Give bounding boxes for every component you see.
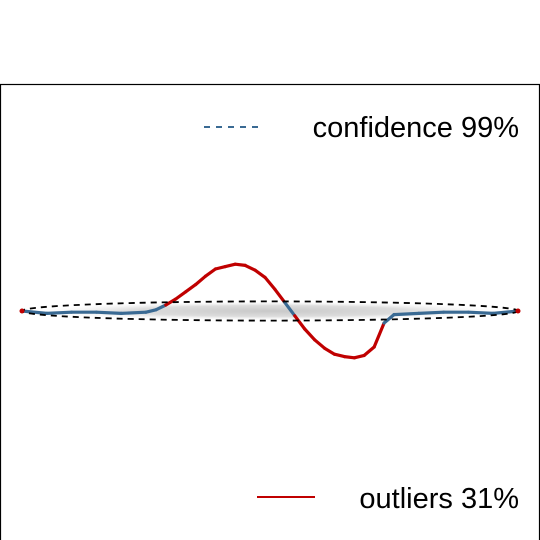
series-segment xyxy=(372,321,386,349)
series-segment xyxy=(184,283,198,294)
series-segment xyxy=(45,310,74,315)
series-endpoint xyxy=(19,308,25,314)
series-segment xyxy=(253,268,267,279)
series-segment xyxy=(243,263,257,272)
series-segment xyxy=(263,275,277,291)
series-segment xyxy=(164,297,178,307)
series-segment xyxy=(466,310,495,315)
series-segment xyxy=(342,355,356,360)
series-segment xyxy=(491,309,520,315)
series-segment xyxy=(313,338,327,350)
series-endpoint xyxy=(515,308,521,314)
series-segment xyxy=(94,310,123,315)
series-segment xyxy=(352,353,366,360)
series-segment xyxy=(382,313,396,325)
series-segment xyxy=(273,287,287,305)
series-segment xyxy=(194,274,208,287)
series-segment xyxy=(174,290,188,301)
endpoints xyxy=(19,308,521,314)
series-segment xyxy=(144,308,158,314)
series-segment xyxy=(332,352,346,359)
series-segment xyxy=(203,267,218,278)
data-cloud xyxy=(41,301,499,321)
series-segment xyxy=(119,310,148,315)
legend-outliers-label: outliers 31% xyxy=(359,483,519,515)
series-segment xyxy=(233,262,247,267)
series-layer xyxy=(20,262,520,360)
series-segment xyxy=(417,310,446,315)
series-segment xyxy=(154,303,168,312)
series-segment xyxy=(223,262,237,269)
series-segment xyxy=(20,309,49,315)
series-segment xyxy=(213,265,227,271)
series-segment xyxy=(283,301,297,318)
legend-confidence: confidence 99% xyxy=(204,112,519,144)
legend-outliers: outliers 31% xyxy=(257,483,519,515)
series-segment xyxy=(392,311,421,317)
series-segment xyxy=(362,345,376,357)
legend-confidence-label: confidence 99% xyxy=(313,112,519,144)
series-segment xyxy=(322,346,337,356)
series-segment xyxy=(293,314,307,331)
series-segment xyxy=(303,327,317,342)
